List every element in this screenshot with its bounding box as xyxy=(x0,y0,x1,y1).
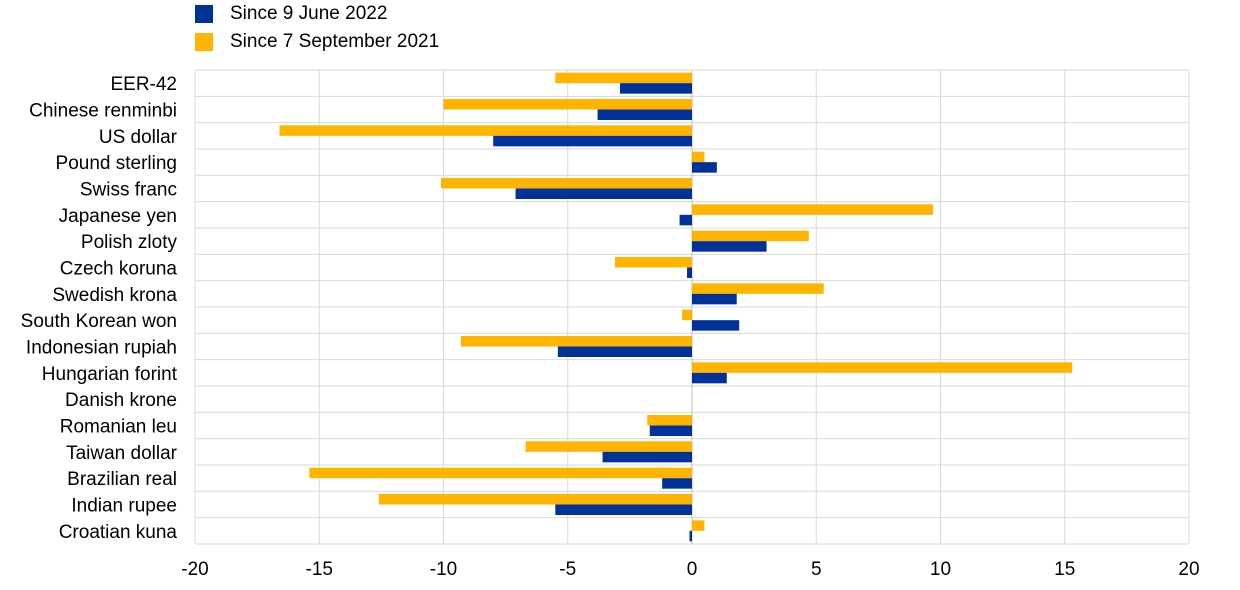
bar-czech-koruna-since-9-june-2022 xyxy=(687,267,692,278)
bar-indian-rupee-since-9-june-2022 xyxy=(555,504,692,515)
bar-croatian-kuna-since-7-september-2021 xyxy=(692,520,705,531)
bar-romanian-leu-since-9-june-2022 xyxy=(649,425,692,436)
bar-south-korean-won-since-7-september-2021 xyxy=(682,309,692,321)
category-label-romanian-leu: Romanian leu xyxy=(60,417,177,438)
x-tick-label: 15 xyxy=(1054,559,1075,580)
x-tick-label: -10 xyxy=(430,559,457,580)
category-label-chinese-renminbi: Chinese renminbi xyxy=(29,101,177,122)
legend-swatch-since-7-september-2021 xyxy=(195,33,213,51)
legend-swatch-since-9-june-2022 xyxy=(195,5,213,23)
bar-indonesian-rupiah-since-7-september-2021 xyxy=(460,336,692,347)
legend-item-since-7-september-2021: Since 7 September 2021 xyxy=(195,28,439,56)
category-label-croatian-kuna: Croatian kuna xyxy=(59,522,178,543)
category-label-czech-koruna: Czech koruna xyxy=(60,259,178,280)
bar-chinese-renminbi-since-7-september-2021 xyxy=(443,99,692,110)
x-tick-label: 20 xyxy=(1178,559,1199,580)
bar-polish-zloty-since-9-june-2022 xyxy=(692,241,767,252)
x-tick-label: 5 xyxy=(811,559,822,580)
bar-hungarian-forint-since-9-june-2022 xyxy=(692,372,727,384)
x-tick-label: 0 xyxy=(687,559,698,580)
bar-chinese-renminbi-since-9-june-2022 xyxy=(597,109,692,120)
legend-label-since-9-june-2022: Since 9 June 2022 xyxy=(230,3,388,24)
category-label-polish-zloty: Polish zloty xyxy=(81,232,178,253)
legend: Since 9 June 2022 Since 7 September 2021 xyxy=(195,0,439,56)
bar-swiss-franc-since-9-june-2022 xyxy=(515,188,692,199)
x-tick-label: -15 xyxy=(306,559,333,580)
category-label-brazilian-real: Brazilian real xyxy=(67,469,177,490)
category-label-us-dollar: US dollar xyxy=(99,127,178,148)
category-label-taiwan-dollar: Taiwan dollar xyxy=(66,443,178,464)
bar-swedish-krona-since-9-june-2022 xyxy=(692,293,737,305)
bar-brazilian-real-since-7-september-2021 xyxy=(309,467,692,479)
category-label-swiss-franc: Swiss franc xyxy=(80,180,177,201)
x-tick-label: -20 xyxy=(181,559,208,580)
bar-eer-42-since-9-june-2022 xyxy=(619,83,692,94)
legend-item-since-9-june-2022: Since 9 June 2022 xyxy=(195,0,439,28)
category-label-eer-42: EER-42 xyxy=(110,74,177,95)
bar-japanese-yen-since-9-june-2022 xyxy=(679,214,692,226)
bar-romanian-leu-since-7-september-2021 xyxy=(647,415,692,426)
bar-south-korean-won-since-9-june-2022 xyxy=(692,320,740,331)
category-label-swedish-krona: Swedish krona xyxy=(52,285,177,306)
bar-czech-koruna-since-7-september-2021 xyxy=(614,257,692,268)
x-tick-label: 10 xyxy=(930,559,951,580)
category-label-danish-krone: Danish krone xyxy=(65,390,177,411)
bar-pound-sterling-since-9-june-2022 xyxy=(692,162,717,173)
x-tick-label: -5 xyxy=(559,559,576,580)
bar-us-dollar-since-9-june-2022 xyxy=(493,135,692,147)
category-label-hungarian-forint: Hungarian forint xyxy=(42,364,178,385)
bar-japanese-yen-since-7-september-2021 xyxy=(692,204,934,215)
bar-hungarian-forint-since-7-september-2021 xyxy=(692,362,1073,373)
bar-indian-rupee-since-7-september-2021 xyxy=(378,494,692,505)
bar-taiwan-dollar-since-7-september-2021 xyxy=(525,441,692,452)
bar-swedish-krona-since-7-september-2021 xyxy=(692,283,824,294)
category-label-japanese-yen: Japanese yen xyxy=(59,206,177,227)
category-label-pound-sterling: Pound sterling xyxy=(56,153,177,174)
bar-us-dollar-since-7-september-2021 xyxy=(279,125,692,136)
category-label-indian-rupee: Indian rupee xyxy=(71,496,177,517)
bar-taiwan-dollar-since-9-june-2022 xyxy=(602,451,692,463)
bar-croatian-kuna-since-9-june-2022 xyxy=(689,530,692,542)
bar-brazilian-real-since-9-june-2022 xyxy=(662,478,692,489)
bar-swiss-franc-since-7-september-2021 xyxy=(441,178,692,189)
category-label-south-korean-won: South Korean won xyxy=(21,311,177,332)
legend-label-since-7-september-2021: Since 7 September 2021 xyxy=(230,31,440,52)
bar-polish-zloty-since-7-september-2021 xyxy=(692,230,809,242)
category-label-indonesian-rupiah: Indonesian rupiah xyxy=(26,338,177,359)
bar-pound-sterling-since-7-september-2021 xyxy=(692,151,705,163)
bar-eer-42-since-7-september-2021 xyxy=(555,72,692,84)
bar-indonesian-rupiah-since-9-june-2022 xyxy=(557,346,692,357)
